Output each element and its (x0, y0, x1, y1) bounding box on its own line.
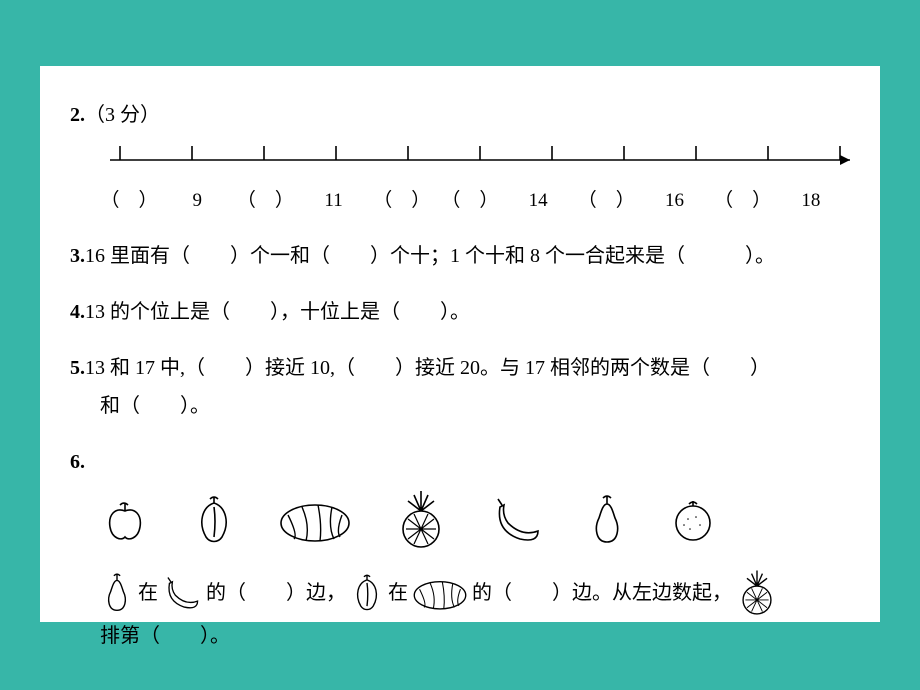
q5-line1: 13 和 17 中,（ ）接近 10,（ ）接近 20。与 17 相邻的两个数是… (85, 357, 770, 379)
pineapple-icon (736, 569, 778, 617)
number-line-labels: （ ） 9 （ ） 11 （ ） （ ） 14 （ ） 16 （ ） 18 (100, 183, 840, 219)
nl-label: （ ） (373, 183, 431, 219)
nl-label: 9 (168, 183, 226, 219)
nl-label: （ ） (236, 183, 294, 219)
nl-label: 16 (646, 183, 704, 219)
banana-icon (162, 573, 202, 613)
nl-label: （ ） (100, 183, 158, 219)
q3-text: 16 里面有（ ）个一和（ ）个十；1 个十和 8 个一合起来是（ ）。 (85, 245, 775, 267)
number-line: （ ） 9 （ ） 11 （ ） （ ） 14 （ ） 16 （ ） 18 (100, 140, 850, 219)
q6-line3: 排第（ ）。 (100, 617, 850, 655)
q2-number: 2. (70, 104, 85, 126)
nl-label: 11 (305, 183, 363, 219)
q4-text: 13 的个位上是（ ），十位上是（ ）。 (85, 301, 470, 323)
q3-number: 3. (70, 245, 85, 267)
q5-number: 5. (70, 357, 85, 379)
q6-t3: 在 (388, 571, 408, 615)
pineapple-icon (394, 489, 448, 551)
banana-icon (490, 495, 544, 545)
question-5: 5.13 和 17 中,（ ）接近 10,（ ）接近 20。与 17 相邻的两个… (70, 349, 850, 425)
fruits-row (100, 489, 850, 551)
q6-number: 6. (70, 451, 85, 473)
question-2: 2.（3 分） （ (70, 96, 850, 219)
peach-icon (192, 493, 236, 547)
nl-label: 18 (782, 183, 840, 219)
nl-label: （ ） (714, 183, 772, 219)
number-line-svg (100, 140, 860, 168)
peach-icon (350, 572, 384, 614)
watermelon-icon (412, 573, 468, 613)
nl-label: 14 (509, 183, 567, 219)
pear-icon (100, 571, 134, 615)
watermelon-icon (278, 495, 352, 545)
q5-line2: 和（ ）。 (100, 387, 850, 425)
nl-label: （ ） (577, 183, 635, 219)
q4-number: 4. (70, 301, 85, 323)
q6-sentence: 在 的（ ）边， 在 的（ ）边。从左边数起， (100, 569, 850, 617)
q6-t2: 的（ ）边， (206, 571, 346, 615)
apple-icon (100, 495, 150, 545)
q2-points: （3 分） (85, 104, 160, 126)
q6-t4: 的（ ）边。从左边数起， (472, 571, 732, 615)
question-4: 4.13 的个位上是（ ），十位上是（ ）。 (70, 293, 850, 331)
q6-t1: 在 (138, 571, 158, 615)
question-3: 3.16 里面有（ ）个一和（ ）个十；1 个十和 8 个一合起来是（ ）。 (70, 237, 850, 275)
worksheet-page: 2.（3 分） （ (40, 66, 880, 622)
nl-label: （ ） (441, 183, 499, 219)
orange-icon (670, 497, 716, 543)
pear-icon (586, 492, 628, 548)
question-6: 6. 在 的（ ）边， 在 的（ ）边。从左边数起， 排第（ ）。 (70, 443, 850, 655)
